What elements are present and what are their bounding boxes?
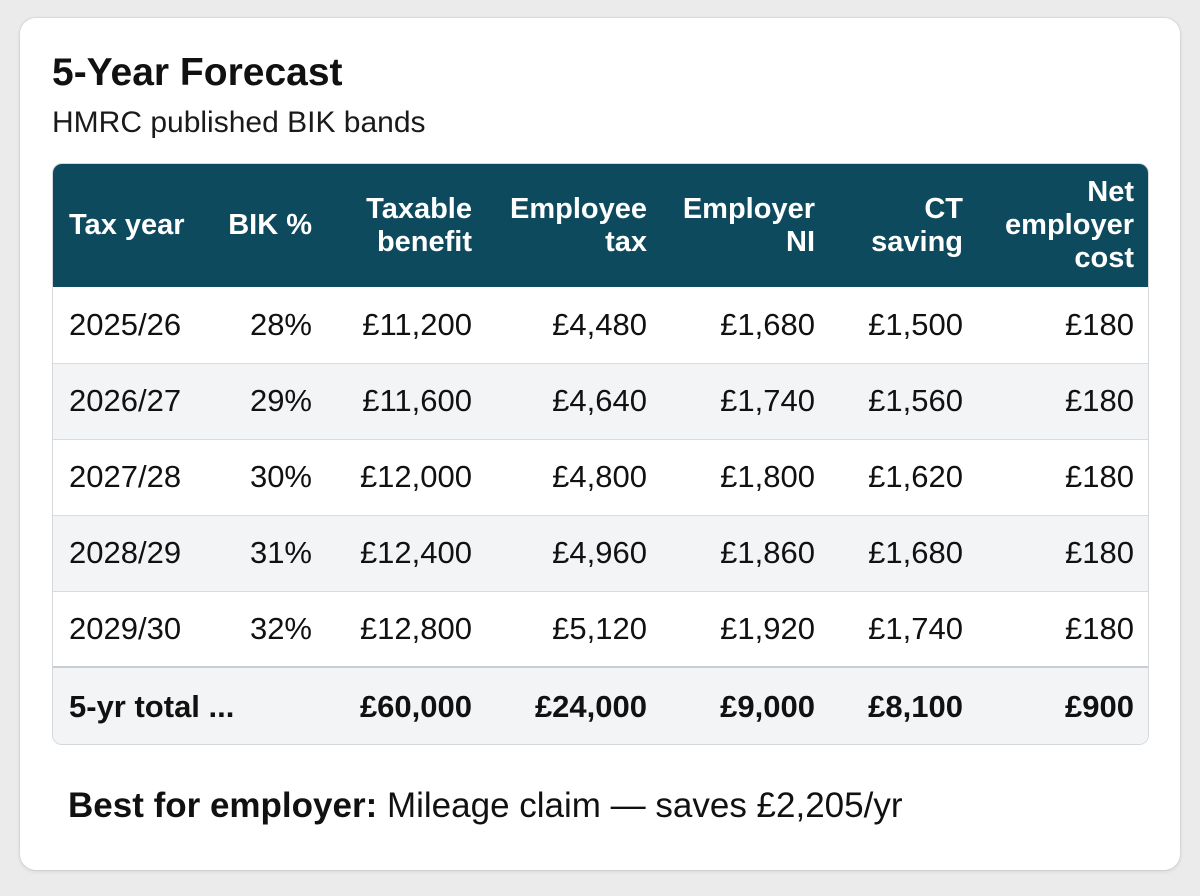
cell-tax-year: 2029/30 (69, 610, 182, 646)
cell-employee-tax: £4,640 (552, 383, 647, 418)
column-header-net-employer-cost: Net employer cost (1005, 176, 1134, 274)
cell-employee-tax: £4,480 (552, 306, 647, 342)
cell-tax-year: 2025/26 (69, 306, 182, 342)
column-header-employee-tax: Employee tax (510, 192, 647, 258)
forecast-table-container: Tax year BIK % Taxable benefit Employee ta… (52, 163, 1149, 745)
table-row: 2029/30 32% £12,800 £5,120 £1,920 £1,740… (53, 591, 1148, 667)
cell-employee-tax: £4,960 (552, 535, 647, 570)
cell-total-employee-tax: £24,000 (534, 689, 647, 724)
cell-bik-pct: 31% (249, 535, 312, 570)
forecast-table: Tax year BIK % Taxable benefit Employee ta… (53, 164, 1148, 744)
cell-total-ct-saving: £8,100 (868, 689, 963, 724)
cell-tax-year: 2028/29 (69, 535, 182, 570)
table-row: 2026/27 29% £11,600 £4,640 £1,740 £1,560… (53, 363, 1148, 439)
cell-ct-saving: £1,740 (868, 610, 963, 646)
cell-bik-pct: 29% (249, 383, 312, 418)
table-row: 2028/29 31% £12,400 £4,960 £1,860 £1,680… (53, 515, 1148, 591)
cell-employer-ni: £1,800 (720, 459, 815, 494)
cell-net-employer-cost: £180 (1065, 383, 1134, 418)
table-row: 2025/26 28% £11,200 £4,480 £1,680 £1,500… (53, 287, 1148, 363)
cell-employer-ni: £1,680 (720, 306, 815, 342)
cell-taxable-benefit: £11,600 (362, 383, 472, 418)
cell-taxable-benefit: £12,400 (359, 535, 472, 570)
table-header-row: Tax year BIK % Taxable benefit Employee ta… (53, 164, 1148, 287)
cell-net-employer-cost: £180 (1065, 459, 1134, 494)
table-row: 2027/28 30% £12,000 £4,800 £1,800 £1,620… (53, 439, 1148, 515)
cell-bik-pct: 30% (249, 459, 312, 494)
column-header-taxable-benefit: Taxable benefit (366, 192, 472, 258)
table-header: Tax year BIK % Taxable benefit Employee ta… (53, 164, 1148, 287)
cell-ct-saving: £1,680 (868, 535, 963, 570)
cell-net-employer-cost: £180 (1065, 535, 1134, 570)
cell-employee-tax: £5,120 (552, 610, 647, 646)
summary-text: Mileage claim — saves £2,205/yr (377, 786, 903, 825)
column-header-ct-saving: CT saving (871, 192, 963, 258)
card-title: 5-Year Forecast (52, 51, 343, 94)
best-option-summary: Best for employer: Mileage claim — saves… (68, 785, 902, 827)
column-header-tax-year: Tax year (69, 209, 185, 241)
forecast-card: 5-Year Forecast HMRC published BIK bands… (20, 18, 1180, 870)
card-subtitle: HMRC published BIK bands (52, 106, 426, 139)
cell-total-employer-ni: £9,000 (720, 689, 815, 724)
cell-total-label: 5-yr total ... (69, 689, 235, 724)
table-body: 2025/26 28% £11,200 £4,480 £1,680 £1,500… (53, 287, 1148, 744)
cell-tax-year: 2026/27 (69, 383, 182, 418)
cell-ct-saving: £1,560 (868, 383, 963, 418)
cell-employer-ni: £1,860 (720, 535, 815, 570)
cell-bik-pct: 28% (249, 306, 312, 342)
cell-net-employer-cost: £180 (1065, 306, 1134, 342)
cell-bik-pct: 32% (249, 610, 312, 646)
cell-tax-year: 2027/28 (69, 459, 182, 494)
cell-employee-tax: £4,800 (552, 459, 647, 494)
cell-taxable-benefit: £12,000 (359, 459, 472, 494)
summary-label: Best for employer: (68, 786, 378, 825)
column-header-employer-ni: Employer NI (682, 192, 815, 258)
cell-net-employer-cost: £180 (1065, 610, 1134, 646)
cell-ct-saving: £1,500 (868, 306, 963, 342)
table-total-row: 5-yr total ... £60,000 £24,000 £9,000 £8… (53, 667, 1148, 744)
cell-employer-ni: £1,740 (720, 383, 815, 418)
column-header-bik-pct: BIK % (228, 209, 312, 241)
cell-total-taxable-benefit: £60,000 (359, 689, 472, 724)
cell-ct-saving: £1,620 (868, 459, 963, 494)
cell-total-net-employer-cost: £900 (1065, 689, 1134, 724)
cell-taxable-benefit: £11,200 (362, 306, 472, 342)
cell-taxable-benefit: £12,800 (359, 610, 472, 646)
cell-employer-ni: £1,920 (720, 610, 815, 646)
